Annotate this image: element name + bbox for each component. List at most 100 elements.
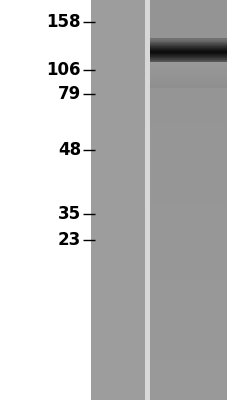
Bar — [150, 63, 227, 64]
Text: 23: 23 — [57, 231, 81, 249]
Bar — [150, 72, 227, 77]
Bar — [150, 162, 227, 167]
Bar — [150, 112, 227, 117]
Bar — [150, 242, 227, 247]
Bar — [144, 0, 150, 400]
Bar — [150, 376, 227, 380]
Bar — [150, 102, 227, 107]
Bar — [150, 252, 227, 257]
Bar — [150, 45, 227, 46]
Bar — [150, 44, 227, 45]
Bar — [150, 92, 227, 97]
Bar — [150, 9, 227, 13]
Bar — [150, 349, 227, 353]
Bar — [150, 76, 227, 80]
Bar — [150, 59, 227, 63]
Bar — [150, 74, 227, 76]
Bar — [150, 199, 227, 203]
Bar — [150, 38, 227, 39]
Bar — [150, 39, 227, 43]
Text: 35: 35 — [58, 205, 81, 223]
Bar — [150, 366, 227, 370]
Bar — [150, 45, 227, 46]
Bar — [150, 312, 227, 317]
Text: 79: 79 — [57, 85, 81, 103]
Bar — [150, 129, 227, 133]
Bar — [150, 43, 227, 44]
Bar — [150, 372, 227, 377]
Bar — [150, 40, 227, 42]
Bar — [150, 276, 227, 280]
Bar — [150, 54, 227, 55]
Bar — [150, 139, 227, 143]
Bar — [150, 89, 227, 93]
Bar — [150, 79, 227, 83]
Bar — [150, 62, 227, 64]
Bar — [150, 122, 227, 127]
Bar — [150, 396, 227, 400]
Bar — [150, 46, 227, 47]
Bar — [150, 172, 227, 177]
Bar — [150, 39, 227, 40]
Bar — [150, 362, 227, 367]
Bar — [150, 82, 227, 84]
Bar — [150, 319, 227, 323]
Bar — [150, 356, 227, 360]
Bar — [150, 79, 227, 80]
Bar — [150, 69, 227, 73]
Bar — [150, 22, 227, 27]
Bar — [150, 329, 227, 333]
Bar — [150, 53, 227, 54]
Bar — [150, 38, 227, 39]
Bar — [150, 73, 227, 74]
Bar — [150, 41, 227, 42]
Bar — [91, 0, 144, 400]
Bar — [150, 296, 227, 300]
Bar — [150, 332, 227, 337]
Bar — [150, 19, 227, 23]
Bar — [150, 136, 227, 140]
Bar — [150, 266, 227, 270]
Bar — [150, 86, 227, 87]
Bar — [150, 202, 227, 207]
Bar — [150, 86, 227, 90]
Bar — [150, 49, 227, 50]
Bar — [150, 58, 227, 59]
Bar — [150, 48, 227, 49]
Bar — [150, 389, 227, 393]
Bar — [150, 82, 227, 83]
Bar — [150, 40, 227, 41]
Bar — [150, 392, 227, 397]
Bar — [150, 219, 227, 223]
Bar — [150, 59, 227, 60]
Bar — [150, 68, 227, 69]
Bar — [150, 2, 227, 7]
Bar — [150, 236, 227, 240]
Bar — [150, 59, 227, 60]
Bar — [150, 386, 227, 390]
Bar — [150, 69, 227, 71]
Bar — [150, 60, 227, 61]
Bar — [150, 85, 227, 86]
Text: 158: 158 — [46, 13, 81, 31]
Bar — [150, 71, 227, 72]
Bar — [150, 382, 227, 387]
Bar — [150, 232, 227, 237]
Bar — [150, 106, 227, 110]
Bar — [150, 216, 227, 220]
Bar — [150, 269, 227, 273]
Bar — [150, 29, 227, 33]
Bar — [150, 212, 227, 217]
Bar — [150, 49, 227, 53]
Bar — [150, 12, 227, 17]
Bar — [150, 62, 227, 67]
Bar — [150, 272, 227, 277]
Bar — [150, 259, 227, 263]
Bar — [150, 239, 227, 243]
Bar — [150, 182, 227, 187]
Bar — [150, 60, 227, 61]
Bar — [150, 109, 227, 113]
Bar — [150, 26, 227, 30]
Bar — [150, 176, 227, 180]
Bar — [150, 159, 227, 163]
